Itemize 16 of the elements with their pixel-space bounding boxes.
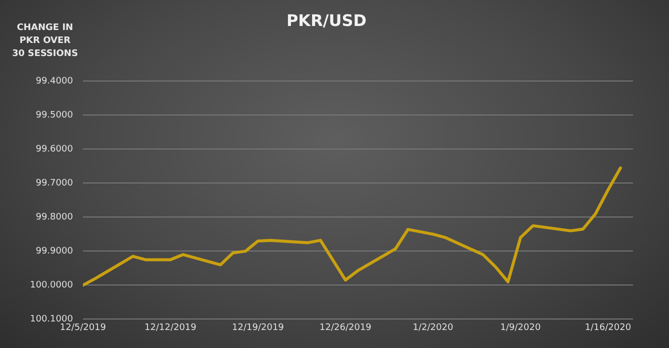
chart-title: PKR/USD: [286, 10, 367, 30]
y-tick-label: 99.4000: [36, 76, 74, 87]
y-axis-title: CHANGE IN PKR OVER 30 SESSIONS: [12, 22, 78, 61]
y-tick-label: 100.0000: [30, 280, 74, 291]
x-tick-label: 12/5/2019: [60, 322, 106, 333]
x-tick-label: 12/12/2019: [144, 322, 197, 333]
x-tick-label: 12/26/2019: [320, 322, 372, 333]
x-tick-label: 1/16/2020: [584, 322, 632, 333]
y-tick-label: 99.8000: [36, 212, 74, 223]
y-tick-label: 99.5000: [36, 110, 74, 121]
x-tick-label: 1/9/2020: [500, 322, 541, 333]
y-tick-label: 99.6000: [36, 144, 74, 155]
y-tick-label: 99.7000: [36, 178, 74, 189]
x-tick-label: 1/2/2020: [412, 322, 454, 333]
y-tick-label: 99.9000: [36, 246, 74, 257]
x-tick-label: 12/19/2019: [232, 322, 284, 333]
